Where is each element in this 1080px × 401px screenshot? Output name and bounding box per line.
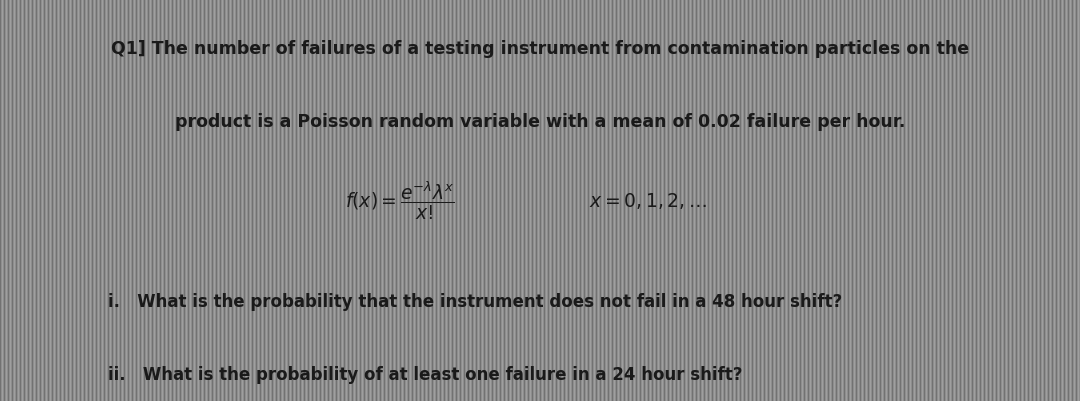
Text: product is a Poisson random variable with a mean of 0.02 failure per hour.: product is a Poisson random variable wit… (175, 112, 905, 130)
Text: i.   What is the probability that the instrument does not fail in a 48 hour shif: i. What is the probability that the inst… (108, 293, 842, 311)
Text: $f(x) = \dfrac{e^{-\lambda}\lambda^{x}}{x!}$: $f(x) = \dfrac{e^{-\lambda}\lambda^{x}}{… (345, 180, 455, 221)
Text: Q1] The number of failures of a testing instrument from contamination particles : Q1] The number of failures of a testing … (111, 40, 969, 58)
Text: ii.   What is the probability of at least one failure in a 24 hour shift?: ii. What is the probability of at least … (108, 365, 743, 383)
Text: $x = 0, 1, 2, \ldots$: $x = 0, 1, 2, \ldots$ (589, 190, 707, 211)
